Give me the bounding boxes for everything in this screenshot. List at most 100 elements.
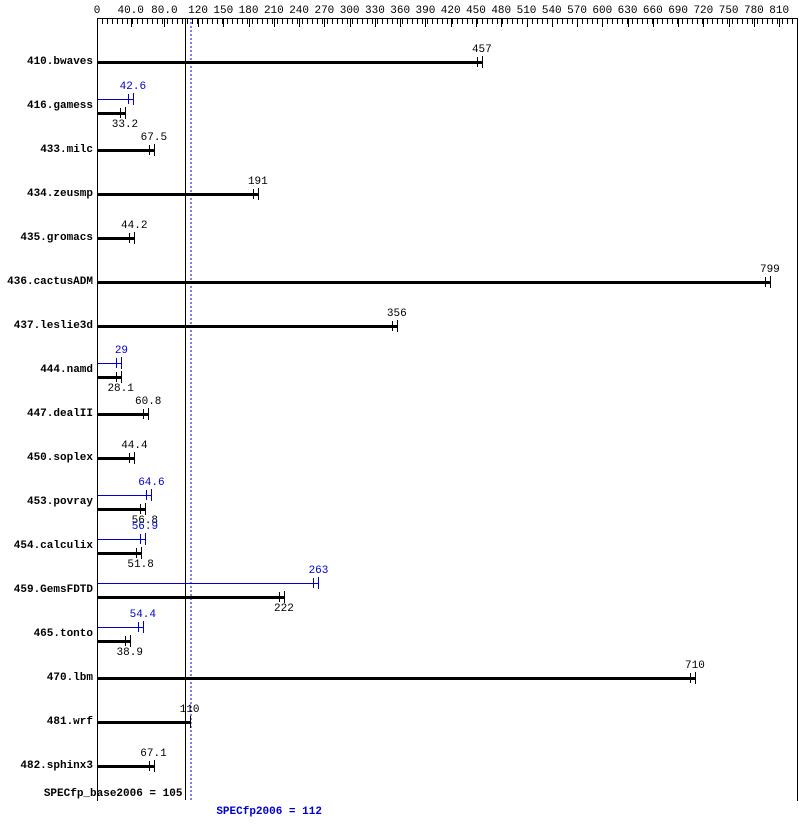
bar-end-cap [133, 93, 134, 105]
base-bar [97, 149, 154, 152]
bar-end-cap [121, 357, 122, 369]
bar-end-cap [318, 577, 319, 589]
base-value-label: 191 [248, 176, 268, 188]
bar-median-tick [477, 57, 478, 67]
bar-end-cap [121, 371, 122, 383]
bar-end-cap [148, 408, 149, 420]
axis-tick-label: 750 [719, 5, 739, 17]
bar-median-tick [136, 548, 137, 558]
bar-median-tick [143, 409, 144, 419]
bar-end-cap [145, 533, 146, 545]
benchmark-label: 453.povray [0, 496, 93, 508]
spec-fp-chart: 0120150180210240270300330360390420450480… [0, 0, 799, 831]
reference-line-base [185, 18, 186, 800]
peak-bar [97, 583, 318, 584]
benchmark-label: 433.milc [0, 144, 93, 156]
axis-tick-label: 720 [693, 5, 713, 17]
bar-median-tick [120, 108, 121, 118]
bar-median-tick [138, 622, 139, 632]
bar-end-cap [130, 635, 131, 647]
benchmark-label: 450.soplex [0, 452, 93, 464]
axis-tick-label: 120 [188, 5, 208, 17]
base-value-label: 67.5 [141, 132, 167, 144]
bar-end-cap [284, 591, 285, 603]
base-bar [97, 677, 695, 680]
peak-value-label: 263 [309, 565, 329, 577]
benchmark-label: 434.zeusmp [0, 188, 93, 200]
peak-value-label: 64.6 [138, 477, 164, 489]
axis-tick-label: 390 [416, 5, 436, 17]
bar-median-tick [185, 717, 186, 727]
bar-end-cap [695, 672, 696, 684]
axis-tick-label: 420 [441, 5, 461, 17]
bar-median-tick [128, 94, 129, 104]
base-bar [97, 765, 154, 768]
base-value-label: 38.9 [117, 647, 143, 659]
base-value-label: 44.4 [121, 440, 147, 452]
peak-value-label: 54.4 [130, 609, 156, 621]
base-bar [97, 596, 284, 599]
bar-end-cap [482, 56, 483, 68]
axis-tick-label: 810 [769, 5, 789, 17]
benchmark-label: 444.namd [0, 364, 93, 376]
bar-median-tick [690, 673, 691, 683]
reference-line-peak [190, 18, 193, 800]
bar-end-cap [770, 276, 771, 288]
base-bar [97, 376, 121, 379]
base-value-label: 710 [685, 660, 705, 672]
benchmark-label: 435.gromacs [0, 232, 93, 244]
axis-tick-label: 480 [491, 5, 511, 17]
axis-tick-label: 450 [466, 5, 486, 17]
axis-tick-label: 150 [213, 5, 233, 17]
benchmark-label: 410.bwaves [0, 56, 93, 68]
bar-end-cap [190, 716, 191, 728]
base-value-label: 28.1 [107, 383, 133, 395]
bar-end-cap [141, 547, 142, 559]
bar-median-tick [140, 504, 141, 514]
benchmark-label: 470.lbm [0, 672, 93, 684]
base-value-label: 33.2 [112, 119, 138, 131]
axis-tick-label: 300 [340, 5, 360, 17]
peak-bar [97, 627, 143, 628]
bar-median-tick [116, 372, 117, 382]
benchmark-label: 454.calculix [0, 540, 93, 552]
bar-median-tick [149, 761, 150, 771]
base-value-label: 110 [180, 704, 200, 716]
axis-tick-label: 690 [668, 5, 688, 17]
bar-median-tick [129, 233, 130, 243]
base-bar [97, 325, 397, 328]
base-bar [97, 413, 148, 416]
benchmark-label: 459.GemsFDTD [0, 584, 93, 596]
base-value-label: 51.8 [127, 559, 153, 571]
base-score-label: SPECfp_base2006 = 105 [44, 788, 183, 800]
bar-median-tick [125, 636, 126, 646]
bar-median-tick [149, 145, 150, 155]
bar-end-cap [154, 144, 155, 156]
base-value-label: 60.8 [135, 396, 161, 408]
axis-tick-label: 240 [289, 5, 309, 17]
base-bar [97, 552, 141, 555]
base-value-label: 222 [274, 603, 294, 615]
base-bar [97, 721, 190, 724]
benchmark-label: 437.leslie3d [0, 320, 93, 332]
base-value-label: 67.1 [140, 748, 166, 760]
base-bar [97, 508, 145, 511]
axis-tick-label: 0 [94, 5, 101, 17]
bar-end-cap [397, 320, 398, 332]
bar-median-tick [253, 189, 254, 199]
axis-tick-label: 780 [744, 5, 764, 17]
peak-bar [97, 539, 145, 540]
bar-median-tick [765, 277, 766, 287]
axis-tick-label: 180 [239, 5, 259, 17]
base-value-label: 356 [387, 308, 407, 320]
bar-median-tick [140, 534, 141, 544]
bar-end-cap [151, 489, 152, 501]
bar-median-tick [279, 592, 280, 602]
base-bar [97, 61, 482, 64]
bar-end-cap [145, 503, 146, 515]
peak-value-label: 42.6 [120, 81, 146, 93]
axis-tick-label: 330 [365, 5, 385, 17]
axis-tick-label: 570 [567, 5, 587, 17]
plot-area [97, 18, 798, 801]
benchmark-label: 436.cactusADM [0, 276, 93, 288]
